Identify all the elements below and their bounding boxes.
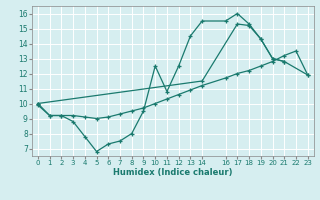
X-axis label: Humidex (Indice chaleur): Humidex (Indice chaleur) bbox=[113, 168, 233, 177]
